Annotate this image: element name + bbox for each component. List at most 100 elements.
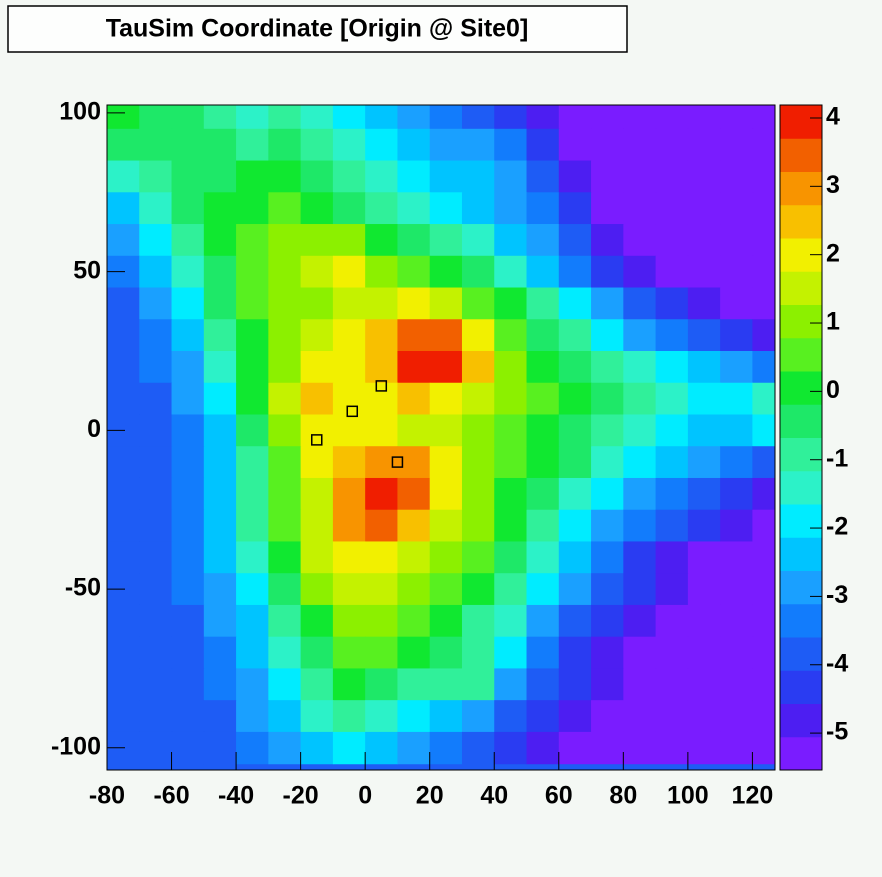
heat-cell [203, 731, 237, 765]
heat-cell [300, 224, 334, 257]
heat-cell [139, 446, 173, 479]
heat-cell [171, 382, 205, 416]
heat-cell [558, 731, 592, 765]
heat-cell [429, 604, 463, 638]
heat-cell [300, 477, 334, 511]
heat-cell [236, 192, 269, 225]
heat-cell [365, 636, 399, 670]
heat-cell [107, 224, 140, 257]
heat-cell [203, 287, 237, 320]
heat-cell [526, 446, 560, 479]
heat-cell [139, 287, 173, 320]
heat-cell [752, 668, 775, 701]
heat-cell [397, 192, 431, 225]
heat-cell [365, 319, 399, 352]
heat-cell [268, 541, 302, 574]
heat-cell [752, 351, 775, 384]
heat-cell [429, 541, 463, 574]
heat-cell [623, 255, 657, 289]
heat-cell [139, 414, 173, 447]
heat-cell [365, 731, 399, 765]
heatmap [107, 105, 775, 770]
heat-cell [107, 192, 140, 225]
heat-cell [171, 414, 205, 447]
heat-cell [494, 446, 528, 479]
heat-cell [332, 541, 366, 574]
heat-cell [655, 192, 689, 225]
heat-cell [429, 224, 463, 257]
heat-cell [752, 446, 775, 479]
heat-cell [300, 731, 334, 765]
heat-cell [494, 287, 528, 320]
heat-cell [558, 192, 592, 225]
x-tick-label: 100 [667, 782, 709, 810]
heat-cell [171, 255, 205, 289]
heat-cell [591, 382, 624, 416]
heat-cell [203, 668, 237, 701]
heat-cell [494, 731, 528, 765]
heat-cell [752, 509, 775, 543]
heat-cell [332, 573, 366, 606]
heat-cell [752, 541, 775, 574]
heat-cell [687, 160, 721, 193]
heat-cell [526, 573, 560, 606]
z-tick-label: 4 [826, 103, 840, 131]
heat-cell [203, 636, 237, 670]
heat-cell [752, 160, 775, 193]
heat-cell [332, 128, 366, 162]
heat-cell [107, 128, 140, 162]
heat-cell [268, 351, 302, 384]
heat-cell [526, 319, 560, 352]
heat-cell [526, 128, 560, 162]
heat-cell [268, 160, 302, 193]
heat-cell [429, 105, 463, 130]
heat-cell [720, 446, 754, 479]
heat-cell [397, 509, 431, 543]
heat-cell [300, 573, 334, 606]
heat-cell [429, 731, 463, 765]
heat-cell [300, 604, 334, 638]
heat-cell [461, 351, 495, 384]
heat-cell [655, 319, 689, 352]
heat-cell [461, 668, 495, 701]
color-bar-frame [779, 104, 823, 771]
heat-cell [752, 128, 775, 162]
heat-cell [720, 541, 754, 574]
heat-cell [655, 105, 689, 130]
heat-cell [591, 636, 624, 670]
heat-cell [268, 255, 302, 289]
color-band [780, 637, 822, 671]
color-band [780, 138, 822, 172]
heat-cell [107, 105, 140, 130]
heat-cell [429, 287, 463, 320]
heat-cell [332, 731, 366, 765]
heat-cell [494, 382, 528, 416]
heat-cell [752, 700, 775, 733]
heat-cell [623, 668, 657, 701]
heat-cell [655, 414, 689, 447]
color-band [780, 437, 822, 472]
heat-cell [429, 382, 463, 416]
heat-cell [171, 319, 205, 352]
heat-cell [236, 700, 269, 733]
heat-cell [365, 509, 399, 543]
heat-cell [300, 287, 334, 320]
heat-cell [461, 700, 495, 733]
heat-cell [558, 573, 592, 606]
color-band [780, 404, 822, 438]
heat-cell [494, 700, 528, 733]
heat-cell [397, 105, 431, 130]
heat-cell [720, 668, 754, 701]
heat-cell [687, 319, 721, 352]
heat-cell [720, 573, 754, 606]
heat-cell [558, 509, 592, 543]
heat-cell [203, 573, 237, 606]
heat-cell [461, 509, 495, 543]
heat-cell [397, 541, 431, 574]
x-tick-label: 20 [416, 782, 444, 810]
heat-cell [526, 604, 560, 638]
heat-cell [655, 604, 689, 638]
heat-cell [494, 636, 528, 670]
heat-cell [139, 255, 173, 289]
heat-cell [300, 192, 334, 225]
